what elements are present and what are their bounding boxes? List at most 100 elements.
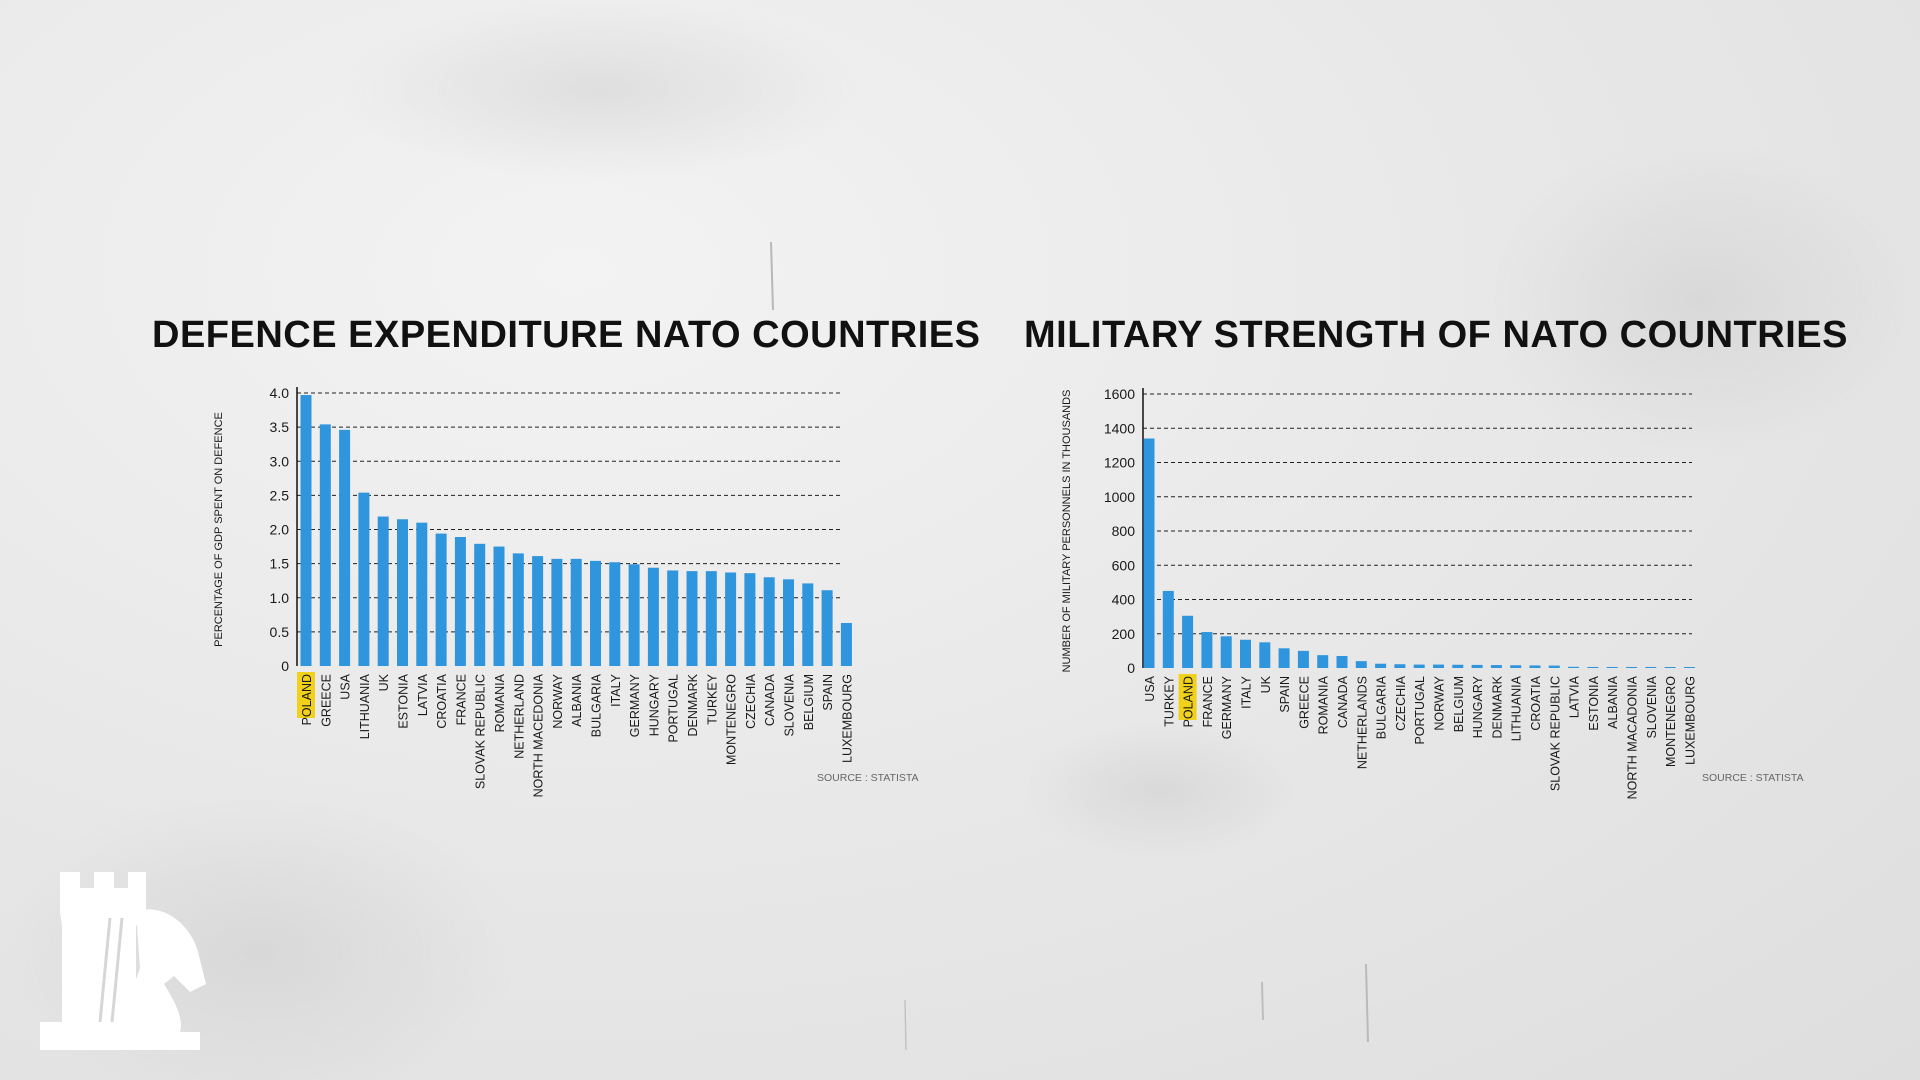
category-label-usa: USA — [339, 673, 353, 699]
category-label-uk: UK — [1259, 675, 1273, 693]
bar-bulgaria — [1375, 663, 1387, 668]
bar-netherlands — [1355, 661, 1367, 668]
bar-france — [1201, 632, 1213, 668]
bar-czechia — [744, 573, 756, 666]
category-label-france: FRANCE — [1201, 676, 1215, 727]
category-label-romania: ROMANIA — [493, 673, 507, 732]
y-tick-label: 2.0 — [270, 522, 290, 538]
bar-luxembourg — [840, 623, 852, 666]
y-tick-label: 3.5 — [270, 419, 290, 435]
bar-italy — [1240, 639, 1251, 668]
bar-poland — [300, 395, 312, 666]
category-label-czechia: CZECHIA — [744, 673, 758, 729]
bar-albania — [570, 558, 582, 666]
chart-title-defence-expenditure: DEFENCE EXPENDITURE NATO COUNTRIES — [152, 314, 981, 356]
bar-lithuania — [1510, 665, 1522, 668]
bar-germany — [628, 564, 640, 666]
bar-hungary — [1471, 664, 1483, 668]
category-label-netherland: NETHERLAND — [512, 674, 526, 759]
bar-turkey — [1162, 590, 1174, 668]
category-label-canada: CANADA — [1336, 675, 1350, 728]
bar-greece — [319, 424, 331, 666]
category-label-croatia: CROATIA — [1529, 675, 1543, 730]
category-label-italy: ITALY — [1240, 675, 1254, 709]
bar-norway — [1433, 664, 1444, 668]
category-label-bulgaria: BULGARIA — [1375, 675, 1389, 739]
rook-icon — [40, 872, 156, 1050]
bar-north-macedonia — [532, 556, 544, 666]
bar-croatia — [435, 533, 447, 666]
category-label-slovenia: SLOVENIA — [783, 673, 797, 736]
y-tick-label: 200 — [1112, 626, 1136, 642]
category-label-lithuania: LITHUANIA — [1510, 675, 1524, 741]
chess-rook-knight-logo — [40, 872, 206, 1050]
category-label-netherlands: NETHERLANDS — [1355, 676, 1369, 769]
bar-romania — [1317, 655, 1329, 668]
y-tick-label: 1000 — [1104, 489, 1135, 505]
bar-canada — [763, 577, 775, 666]
bar-croatia — [1529, 665, 1541, 668]
source-note: SOURCE : STATISTA — [1702, 772, 1804, 784]
bar-montenegro — [725, 572, 737, 666]
y-tick-label: 800 — [1112, 523, 1136, 539]
y-tick-label: 4.0 — [270, 385, 290, 401]
bar-netherland — [512, 553, 524, 666]
category-label-estonia: ESTONIA — [1587, 675, 1601, 730]
category-label-greece: GREECE — [1297, 676, 1311, 729]
bar-italy — [609, 562, 621, 666]
y-axis-label: PERCENTAGE OF GDP SPENT ON DEFENCE — [213, 412, 225, 647]
category-label-portugal: PORTUGAL — [1413, 676, 1427, 745]
category-label-germany: GERMANY — [628, 673, 642, 737]
bar-luxembourg — [1683, 667, 1695, 668]
bar-spain — [1278, 648, 1290, 668]
category-label-albania: ALBANIA — [570, 673, 584, 726]
bar-slovenia — [783, 579, 794, 666]
bar-norway — [551, 558, 563, 666]
y-tick-label: 600 — [1112, 557, 1136, 573]
bar-greece — [1297, 650, 1309, 668]
y-tick-label: 0 — [281, 658, 289, 674]
category-label-greece: GREECE — [319, 674, 333, 727]
highlight-marker — [1178, 674, 1197, 720]
category-label-latvia: LATVIA — [416, 673, 430, 716]
bar-romania — [493, 546, 505, 666]
category-label-north-macadonia: NORTH MACADONIA — [1626, 675, 1640, 799]
bar-estonia — [397, 519, 408, 666]
category-label-north-macedonia: NORTH MACEDONIA — [532, 673, 546, 797]
category-label-germany: GERMANY — [1220, 675, 1234, 739]
category-label-canada: CANADA — [763, 673, 777, 726]
y-tick-label: 1400 — [1104, 420, 1135, 436]
bar-germany — [1220, 636, 1232, 668]
bar-hungary — [647, 567, 659, 666]
category-label-denmark: DENMARK — [686, 673, 700, 736]
bar-montenegro — [1664, 667, 1676, 668]
knight-icon — [124, 909, 206, 1050]
category-label-montenegro: MONTENEGRO — [725, 674, 739, 765]
y-tick-label: 0 — [1127, 660, 1135, 676]
category-label-spain: SPAIN — [821, 674, 835, 711]
bar-czechia — [1394, 664, 1406, 668]
y-tick-label: 2.5 — [270, 487, 290, 503]
bar-denmark — [686, 571, 698, 666]
bar-slovak-republic — [474, 543, 486, 666]
category-label-denmark: DENMARK — [1490, 675, 1504, 738]
category-label-bulgaria: BULGARIA — [590, 673, 604, 737]
category-label-hungary: HUNGARY — [647, 673, 661, 736]
category-label-estonia: ESTONIA — [397, 673, 411, 728]
category-label-norway: NORWAY — [551, 673, 565, 728]
category-label-poland: POLAND — [1182, 676, 1196, 727]
bar-uk — [1259, 642, 1271, 668]
bar-turkey — [705, 571, 717, 666]
bar-latvia — [416, 522, 428, 666]
category-label-slovenia: SLOVENIA — [1645, 675, 1659, 738]
chart-title-military-strength: MILITARY STRENGTH OF NATO COUNTRIES — [1024, 314, 1848, 356]
category-label-hungary: HUNGARY — [1471, 675, 1485, 738]
bar-denmark — [1490, 665, 1502, 668]
category-label-montenegro: MONTENEGRO — [1664, 676, 1678, 767]
bar-slovak-republic — [1548, 665, 1560, 668]
bar-poland — [1182, 615, 1194, 668]
category-label-norway: NORWAY — [1433, 675, 1447, 730]
bar-north-macadonia — [1626, 666, 1637, 668]
